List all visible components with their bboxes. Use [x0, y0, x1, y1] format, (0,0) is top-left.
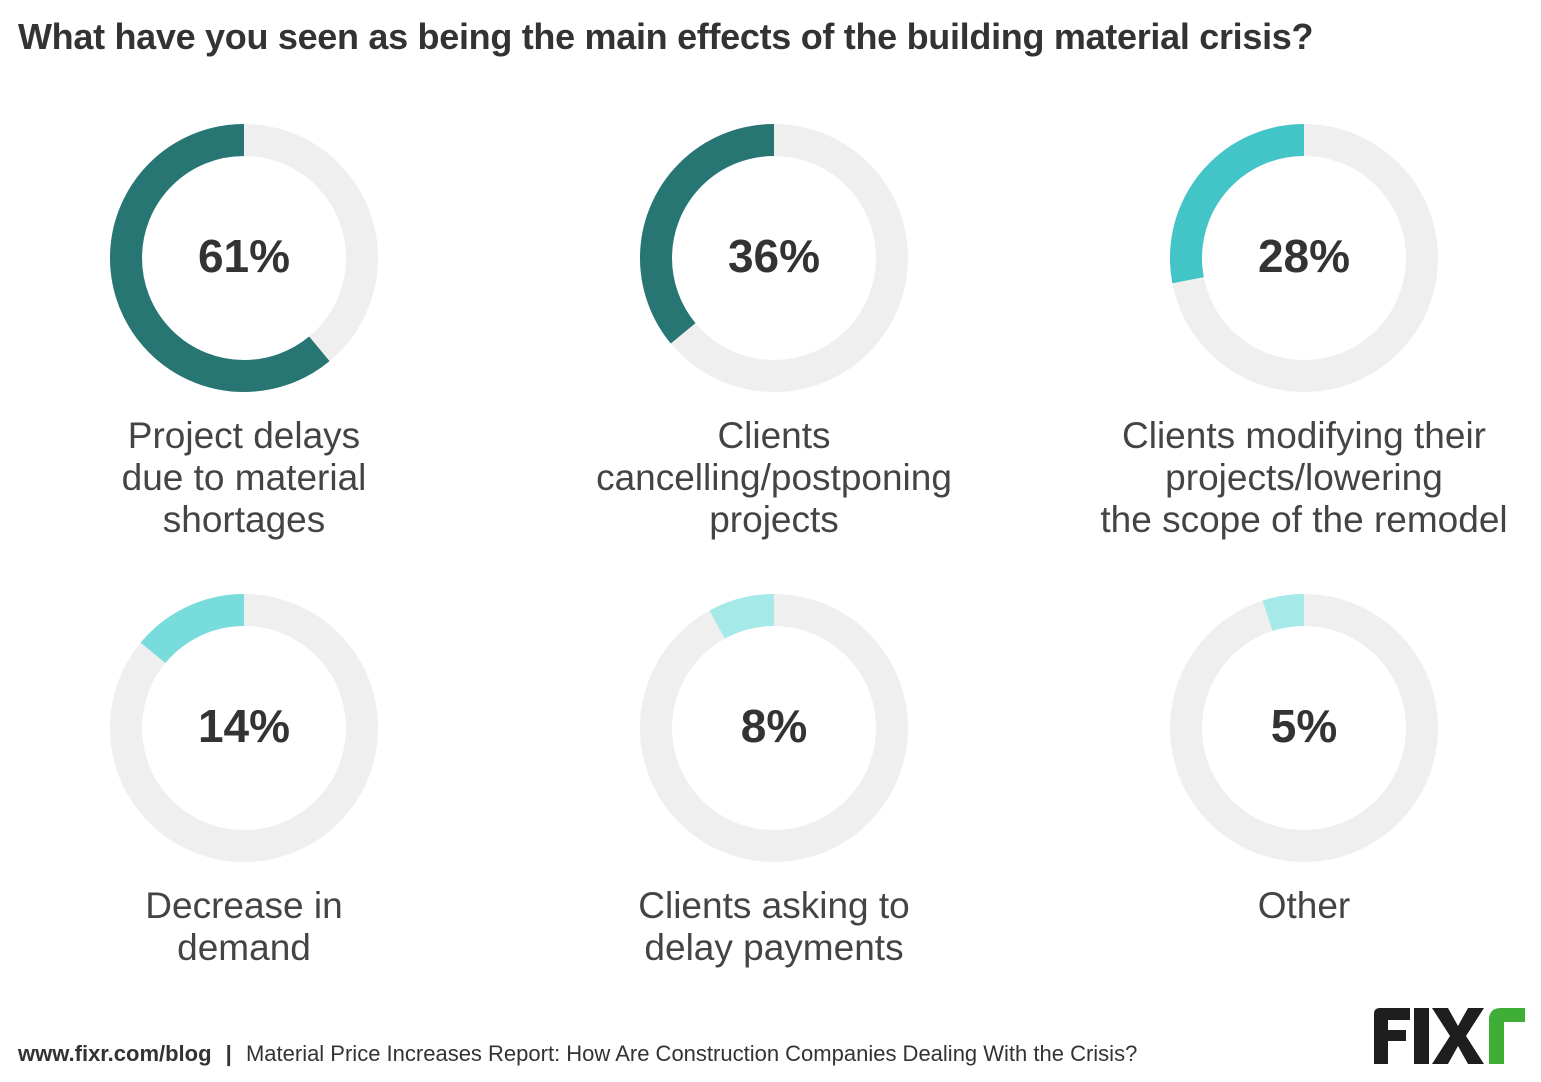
label-line: projects	[709, 499, 839, 540]
label-line: delay payments	[644, 927, 904, 968]
label-line: projects/lowering	[1165, 457, 1443, 498]
donut-svg	[640, 594, 908, 862]
donut-value-label: 61%	[197, 230, 291, 282]
label-line: Clients asking to	[638, 885, 910, 926]
donut-2: 36% Clients cancelling/postponing projects	[514, 123, 1034, 541]
fixr-logo	[1374, 1008, 1525, 1064]
donut-svg	[110, 124, 378, 392]
donut-5: 8% Clients asking to delay payments	[514, 593, 1034, 969]
label-line: Decrease in	[145, 885, 343, 926]
donut-category-label: Other	[1044, 885, 1541, 927]
donut-category-label: Clients asking to delay payments	[514, 885, 1034, 969]
label-line: demand	[177, 927, 311, 968]
footer-separator: |	[225, 1041, 232, 1066]
label-line: shortages	[162, 499, 326, 540]
donut-4: 14% Decrease in demand	[0, 593, 504, 969]
donut-segment	[640, 124, 908, 392]
donut-category-label: Decrease in demand	[0, 885, 504, 969]
label-line: cancelling/postponing	[596, 457, 952, 498]
chart-title: What have you seen as being the main eff…	[18, 16, 1314, 57]
label-line: Project delays	[127, 415, 361, 456]
donut-3: 28% Clients modifying their projects/lowe…	[1044, 123, 1541, 541]
donut-svg	[1170, 594, 1438, 862]
label-line: Other	[1257, 885, 1351, 926]
donut-svg	[110, 594, 378, 862]
donut-1: 61% Project delays due to material shortag…	[0, 123, 504, 541]
label-line: Clients modifying their	[1122, 415, 1486, 456]
donut-value-label: 5%	[1270, 700, 1338, 752]
donut-category-label: Clients modifying their projects/lowering…	[1044, 415, 1541, 541]
donut-segment	[1170, 594, 1438, 862]
donut-svg	[640, 124, 908, 392]
donut-segment	[110, 594, 378, 862]
footer-site-link[interactable]: www.fixr.com/blog	[18, 1041, 212, 1066]
label-line: due to material	[121, 457, 367, 498]
donut-value-label: 14%	[197, 700, 291, 752]
donut-value-label: 8%	[740, 700, 808, 752]
donut-value-label: 36%	[727, 230, 821, 282]
footer: www.fixr.com/blog | Material Price Incre…	[18, 1041, 1137, 1067]
label-line: Clients	[717, 415, 831, 456]
donut-6: 5% Other	[1044, 593, 1541, 927]
donut-segment	[1170, 124, 1438, 392]
footer-report-title: Material Price Increases Report: How Are…	[245, 1041, 1138, 1066]
donut-segment	[640, 594, 908, 862]
donut-category-label: Clients cancelling/postponing projects	[514, 415, 1034, 541]
donut-category-label: Project delays due to material shortages	[0, 415, 504, 541]
donut-value-label: 28%	[1257, 230, 1351, 282]
label-line: the scope of the remodel	[1100, 499, 1508, 540]
donut-svg	[1170, 124, 1438, 392]
donut-segment	[110, 124, 378, 392]
